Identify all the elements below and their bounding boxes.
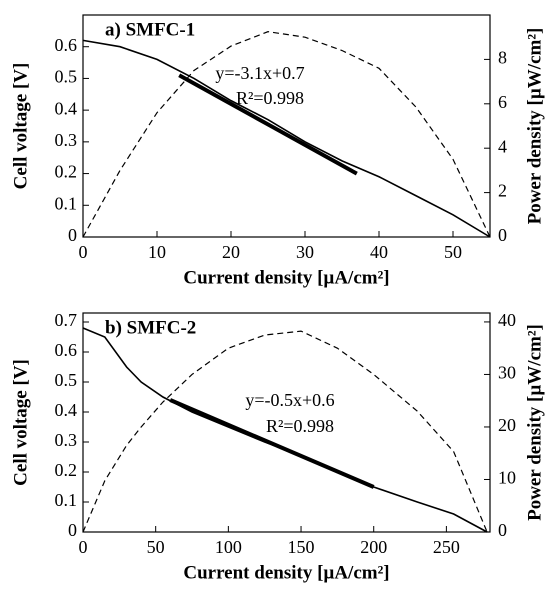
panel-title: b) SMFC-2 xyxy=(105,317,196,338)
y2-tick-label: 0 xyxy=(498,520,507,540)
y2-tick-label: 2 xyxy=(498,181,507,201)
y2-axis-label: Power density [µW/cm²] xyxy=(524,324,545,521)
y-tick-label: 0.6 xyxy=(55,340,78,360)
y-axis-label: Cell voltage [V] xyxy=(10,63,31,190)
x-tick-label: 10 xyxy=(148,242,166,262)
x-tick-label: 20 xyxy=(222,242,240,262)
y2-tick-label: 10 xyxy=(498,468,516,488)
y2-axis-label: Power density [µW/cm²] xyxy=(524,28,545,225)
x-axis-label: Current density [µA/cm²] xyxy=(183,267,389,288)
x-tick-label: 200 xyxy=(360,537,387,557)
y-tick-label: 0.2 xyxy=(55,460,78,480)
fit-annotation: y=-0.5x+0.6 xyxy=(245,390,334,410)
x-tick-label: 150 xyxy=(288,537,315,557)
y-tick-label: 0.3 xyxy=(55,430,78,450)
y-tick-label: 0 xyxy=(68,225,77,245)
plot-frame xyxy=(82,312,491,533)
fit-annotation: R²=0.998 xyxy=(236,88,304,108)
x-tick-label: 40 xyxy=(370,242,388,262)
y-tick-label: 0.4 xyxy=(55,400,78,420)
x-tick-label: 50 xyxy=(444,242,462,262)
y-tick-label: 0.5 xyxy=(55,370,78,390)
series-line xyxy=(178,73,358,176)
panel-title: a) SMFC-1 xyxy=(105,19,195,40)
x-tick-label: 30 xyxy=(296,242,314,262)
plot-frame xyxy=(82,14,491,238)
y2-tick-label: 20 xyxy=(498,415,516,435)
y2-tick-label: 4 xyxy=(498,136,507,156)
y-tick-label: 0.2 xyxy=(55,162,78,182)
x-tick-label: 0 xyxy=(79,537,88,557)
x-tick-label: 100 xyxy=(215,537,242,557)
y-tick-label: 0.1 xyxy=(55,193,78,213)
y-tick-label: 0 xyxy=(68,520,77,540)
y-tick-label: 0.5 xyxy=(55,67,78,87)
series-line xyxy=(82,39,491,238)
y2-tick-label: 8 xyxy=(498,48,507,68)
x-tick-label: 0 xyxy=(79,242,88,262)
series-line xyxy=(169,398,375,489)
y-axis-label: Cell voltage [V] xyxy=(10,359,31,486)
x-tick-label: 250 xyxy=(433,537,460,557)
series-line xyxy=(82,31,491,238)
y-tick-label: 0.1 xyxy=(55,490,78,510)
x-tick-label: 50 xyxy=(147,537,165,557)
y2-tick-label: 6 xyxy=(498,92,507,112)
y2-tick-label: 30 xyxy=(498,363,516,383)
fit-annotation: R²=0.998 xyxy=(266,416,334,436)
series-line xyxy=(82,330,488,533)
y2-tick-label: 0 xyxy=(498,225,507,245)
y-tick-label: 0.4 xyxy=(55,98,78,118)
y-tick-label: 0.3 xyxy=(55,130,78,150)
y-tick-label: 0.7 xyxy=(55,310,78,330)
y2-tick-label: 40 xyxy=(498,310,516,330)
y-tick-label: 0.6 xyxy=(55,35,78,55)
x-axis-label: Current density [µA/cm²] xyxy=(183,562,389,583)
fit-annotation: y=-3.1x+0.7 xyxy=(215,63,304,83)
